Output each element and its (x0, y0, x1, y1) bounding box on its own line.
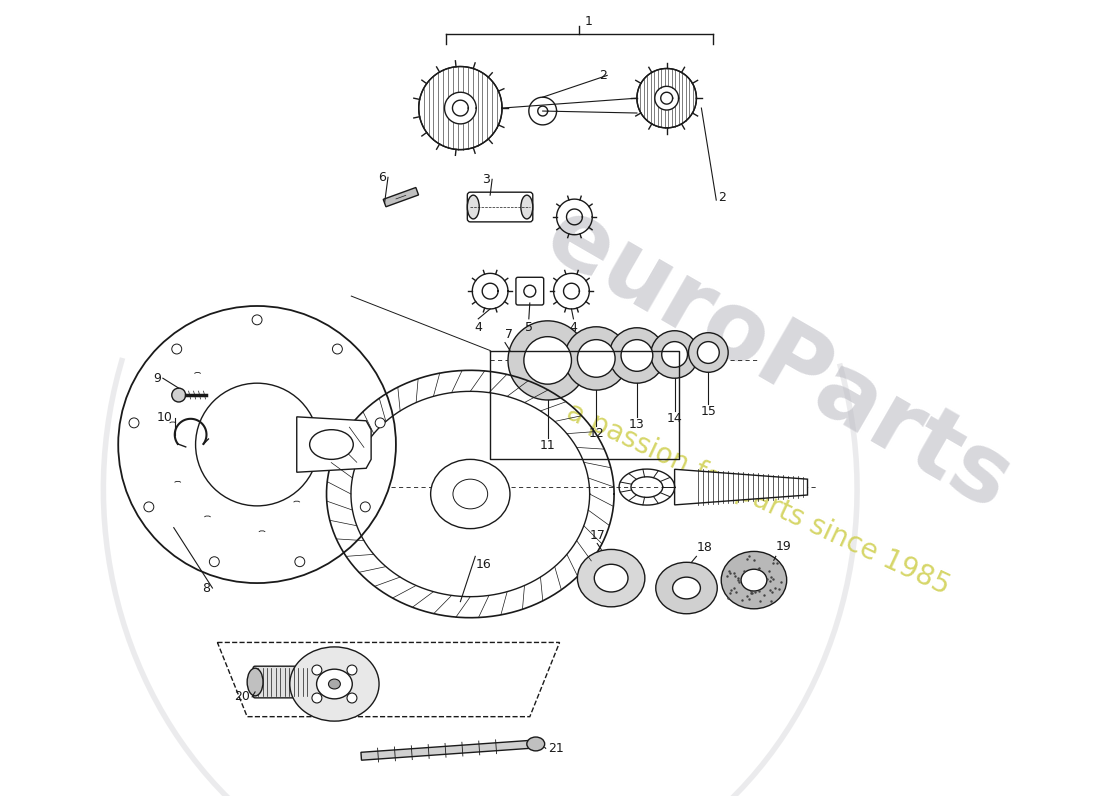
Ellipse shape (656, 562, 717, 614)
Ellipse shape (662, 342, 688, 367)
Text: 21: 21 (548, 742, 563, 755)
Circle shape (295, 557, 305, 566)
Polygon shape (383, 187, 418, 206)
Text: 12: 12 (588, 426, 604, 440)
Ellipse shape (689, 333, 728, 372)
Ellipse shape (317, 669, 352, 699)
Text: 13: 13 (629, 418, 645, 431)
Circle shape (252, 315, 262, 325)
Circle shape (129, 418, 139, 428)
Circle shape (346, 693, 356, 703)
Text: 14: 14 (667, 412, 682, 425)
Circle shape (209, 557, 219, 566)
Circle shape (196, 383, 319, 506)
Circle shape (361, 502, 371, 512)
Ellipse shape (527, 737, 544, 751)
FancyBboxPatch shape (253, 666, 311, 698)
Ellipse shape (309, 430, 353, 459)
Circle shape (375, 418, 385, 428)
Ellipse shape (430, 459, 510, 529)
Ellipse shape (741, 570, 767, 591)
Text: 2: 2 (718, 190, 726, 204)
Ellipse shape (564, 326, 628, 390)
Text: 8: 8 (202, 582, 210, 594)
Circle shape (346, 665, 356, 675)
Text: 3: 3 (482, 173, 491, 186)
Circle shape (172, 388, 186, 402)
Circle shape (144, 502, 154, 512)
Circle shape (172, 344, 182, 354)
Text: 6: 6 (378, 171, 386, 184)
Text: 2: 2 (600, 69, 607, 82)
Ellipse shape (609, 328, 664, 383)
Text: 16: 16 (475, 558, 491, 571)
Text: euroParts: euroParts (529, 190, 1026, 530)
FancyBboxPatch shape (468, 192, 532, 222)
Ellipse shape (651, 330, 698, 378)
Ellipse shape (248, 668, 263, 696)
Ellipse shape (697, 342, 719, 363)
Polygon shape (674, 470, 807, 505)
Text: 11: 11 (540, 438, 556, 451)
Polygon shape (361, 741, 530, 760)
Text: 10: 10 (157, 411, 173, 424)
Ellipse shape (508, 321, 587, 400)
Text: 18: 18 (696, 542, 713, 554)
Text: 4: 4 (474, 321, 482, 334)
Text: 17: 17 (590, 529, 605, 542)
Polygon shape (218, 642, 560, 717)
Ellipse shape (594, 564, 628, 592)
Ellipse shape (329, 679, 340, 689)
Ellipse shape (722, 551, 786, 609)
Text: 5: 5 (525, 321, 532, 334)
Text: 9: 9 (153, 372, 161, 385)
Polygon shape (297, 417, 371, 472)
Circle shape (118, 306, 396, 583)
Text: a passion for parts since 1985: a passion for parts since 1985 (562, 398, 954, 600)
Text: 7: 7 (505, 328, 513, 341)
Ellipse shape (289, 647, 380, 721)
Ellipse shape (672, 577, 701, 599)
Ellipse shape (621, 340, 652, 371)
Text: 15: 15 (701, 405, 716, 418)
FancyBboxPatch shape (516, 278, 543, 305)
Text: 4: 4 (570, 321, 578, 334)
Ellipse shape (524, 337, 572, 384)
Circle shape (312, 665, 322, 675)
Ellipse shape (578, 550, 645, 607)
Ellipse shape (521, 195, 532, 219)
Circle shape (332, 344, 342, 354)
Text: 20: 20 (234, 690, 250, 703)
Ellipse shape (578, 340, 615, 378)
Polygon shape (419, 66, 502, 150)
Text: 19: 19 (776, 540, 792, 554)
Ellipse shape (468, 195, 480, 219)
Polygon shape (637, 69, 696, 128)
Ellipse shape (453, 479, 487, 509)
Ellipse shape (524, 286, 536, 297)
Text: 1: 1 (584, 15, 592, 29)
Circle shape (312, 693, 322, 703)
